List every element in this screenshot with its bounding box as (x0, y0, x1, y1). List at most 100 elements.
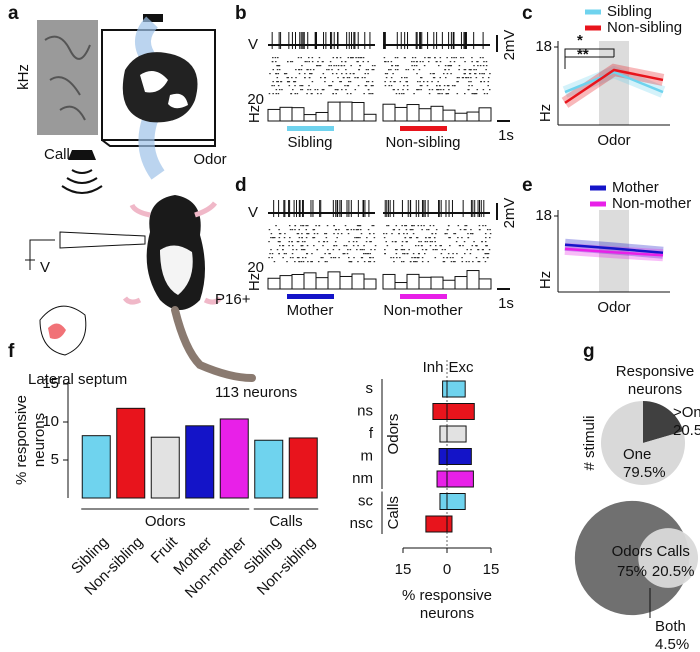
raster-tick (276, 249, 279, 251)
raster-tick (403, 233, 405, 235)
raster-tick (366, 253, 368, 255)
raster-tick (340, 81, 342, 83)
raster-tick (439, 85, 441, 87)
raster-tick (416, 89, 419, 91)
raster-tick (448, 237, 450, 239)
raster-tick (345, 245, 348, 247)
raster-tick (435, 229, 438, 231)
raster-tick (456, 253, 458, 255)
raster-tick (292, 89, 294, 91)
y-tick-label: 10 (42, 413, 59, 430)
raster-tick (278, 69, 281, 71)
raster-tick (327, 249, 329, 251)
raster-tick (484, 225, 487, 227)
raster-tick (306, 245, 309, 247)
raster-tick (478, 229, 481, 231)
raster-tick (482, 89, 485, 91)
raster-tick (316, 65, 319, 67)
raster-tick (457, 225, 460, 227)
raster-tick (462, 77, 465, 79)
raster-tick (308, 85, 310, 87)
raster-tick (418, 89, 420, 91)
raster-tick (294, 93, 297, 95)
raster-tick (469, 253, 472, 255)
raster-tick (349, 261, 352, 263)
raster-tick (482, 257, 485, 259)
septum-region (48, 323, 66, 339)
raster-tick (290, 93, 293, 95)
rate-bar (351, 102, 365, 122)
raster-tick (331, 73, 334, 75)
raster-tick (434, 249, 437, 251)
raster-tick (421, 249, 424, 251)
raster-tick (328, 69, 330, 71)
raster-tick (446, 233, 448, 235)
raster-tick (349, 249, 352, 251)
raster-tick (462, 57, 465, 59)
raster-tick (411, 65, 413, 67)
raster-tick (385, 233, 388, 235)
raster-tick (294, 261, 296, 263)
rate-bar (382, 103, 396, 122)
raster-tick (326, 69, 328, 71)
raster-tick (307, 69, 309, 71)
raster-tick (426, 81, 429, 83)
pup-patch (140, 71, 188, 109)
raster-tick (338, 249, 341, 251)
raster-tick (349, 73, 352, 75)
raster-tick (369, 241, 371, 243)
raster-tick (415, 237, 418, 239)
raster-tick (287, 77, 290, 79)
raster-tick (272, 81, 274, 83)
raster-tick (279, 245, 281, 247)
bar (446, 380, 466, 398)
bar (439, 493, 448, 510)
raster-tick (278, 89, 281, 91)
raster-tick (388, 69, 390, 71)
raster-tick (333, 65, 335, 67)
raster-tick (291, 245, 294, 247)
raster-tick (429, 237, 431, 239)
voltage-scale: 2mV (501, 198, 518, 229)
raster-tick (332, 249, 335, 251)
raster-tick (477, 61, 479, 63)
raster-tick (451, 57, 453, 59)
raster-tick (462, 245, 464, 247)
raster-tick (411, 225, 414, 227)
raster-tick (420, 77, 422, 79)
raster-tick (403, 85, 405, 87)
slice-label: >One (673, 404, 700, 421)
time-scale: 1s (498, 127, 514, 144)
rate-bar (466, 270, 480, 290)
region-label: Lateral septum (28, 371, 127, 388)
series-line (564, 247, 664, 257)
raster-tick (487, 77, 490, 79)
raster-tick (324, 253, 326, 255)
raster-tick (409, 237, 411, 239)
raster-tick (473, 69, 475, 71)
raster-tick (437, 81, 439, 83)
slice-label: One (623, 446, 651, 463)
raster-tick (385, 61, 387, 63)
raster-tick (277, 57, 279, 59)
raster-tick (453, 61, 456, 63)
raster-tick (470, 249, 472, 251)
raster-tick (281, 89, 283, 91)
panel-label: f (8, 341, 15, 362)
cage (101, 29, 216, 147)
raster-tick (386, 225, 388, 227)
stimulus-bar (287, 294, 334, 299)
raster-tick (276, 69, 279, 71)
raster-tick (395, 225, 398, 227)
raster-tick (434, 233, 437, 235)
raster-tick (350, 65, 352, 67)
raster-tick (418, 241, 420, 243)
raster-tick (304, 73, 306, 75)
raster-tick (277, 93, 280, 95)
raster-tick (326, 225, 329, 227)
rate-max: 20 (247, 91, 264, 108)
raster-tick (484, 261, 487, 263)
raster-tick (428, 237, 430, 239)
raster-tick (342, 77, 345, 79)
raster-tick (474, 93, 477, 95)
